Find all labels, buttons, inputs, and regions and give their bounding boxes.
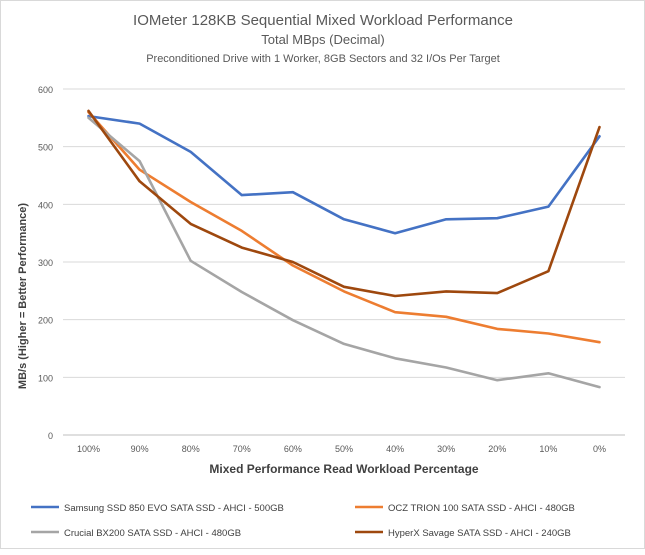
- legend: Samsung SSD 850 EVO SATA SSD - AHCI - 50…: [31, 503, 575, 539]
- y-tick-label: 0: [48, 431, 53, 441]
- y-tick-label: 200: [38, 316, 53, 326]
- y-tick-label: 400: [38, 200, 53, 210]
- x-tick-label: 20%: [488, 444, 506, 454]
- y-tick-label: 100: [38, 373, 53, 383]
- legend-entry-3: Crucial BX200 SATA SSD - AHCI - 480GB: [64, 528, 241, 539]
- x-axis-ticks: 100% 90% 80% 70% 60% 50% 40% 30% 20% 10% 0%: [77, 444, 606, 454]
- y-axis-ticks: 0 100 200 300 400 500 600: [38, 85, 53, 441]
- y-axis-label: MB/s (Higher = Better Performance): [17, 203, 29, 389]
- chart-subtitle-detail: Preconditioned Drive with 1 Worker, 8GB …: [146, 53, 500, 65]
- x-tick-label: 50%: [335, 444, 353, 454]
- x-tick-label: 80%: [182, 444, 200, 454]
- series-line-2: [87, 110, 601, 344]
- x-tick-label: 30%: [437, 444, 455, 454]
- x-tick-label: 0%: [593, 444, 606, 454]
- x-tick-label: 40%: [386, 444, 404, 454]
- legend-entry-1: Samsung SSD 850 EVO SATA SSD - AHCI - 50…: [64, 503, 284, 514]
- x-tick-label: 70%: [233, 444, 251, 454]
- y-tick-label: 600: [38, 85, 53, 95]
- x-tick-label: 100%: [77, 444, 100, 454]
- series-lines: [87, 109, 601, 389]
- legend-entry-2: OCZ TRION 100 SATA SSD - AHCI - 480GB: [388, 503, 575, 514]
- chart-title: IOMeter 128KB Sequential Mixed Workload …: [133, 12, 513, 29]
- series-line-3: [87, 116, 601, 389]
- legend-entry-4: HyperX Savage SATA SSD - AHCI - 240GB: [388, 528, 571, 539]
- series-line-1: [87, 114, 601, 235]
- y-tick-label: 500: [38, 143, 53, 153]
- series-line-4: [87, 109, 601, 298]
- gridlines: [63, 88, 625, 436]
- x-tick-label: 10%: [539, 444, 557, 454]
- x-axis-label: Mixed Performance Read Workload Percenta…: [209, 462, 479, 476]
- y-tick-label: 300: [38, 258, 53, 268]
- x-tick-label: 90%: [131, 444, 149, 454]
- x-tick-label: 60%: [284, 444, 302, 454]
- chart-subtitle: Total MBps (Decimal): [261, 32, 385, 47]
